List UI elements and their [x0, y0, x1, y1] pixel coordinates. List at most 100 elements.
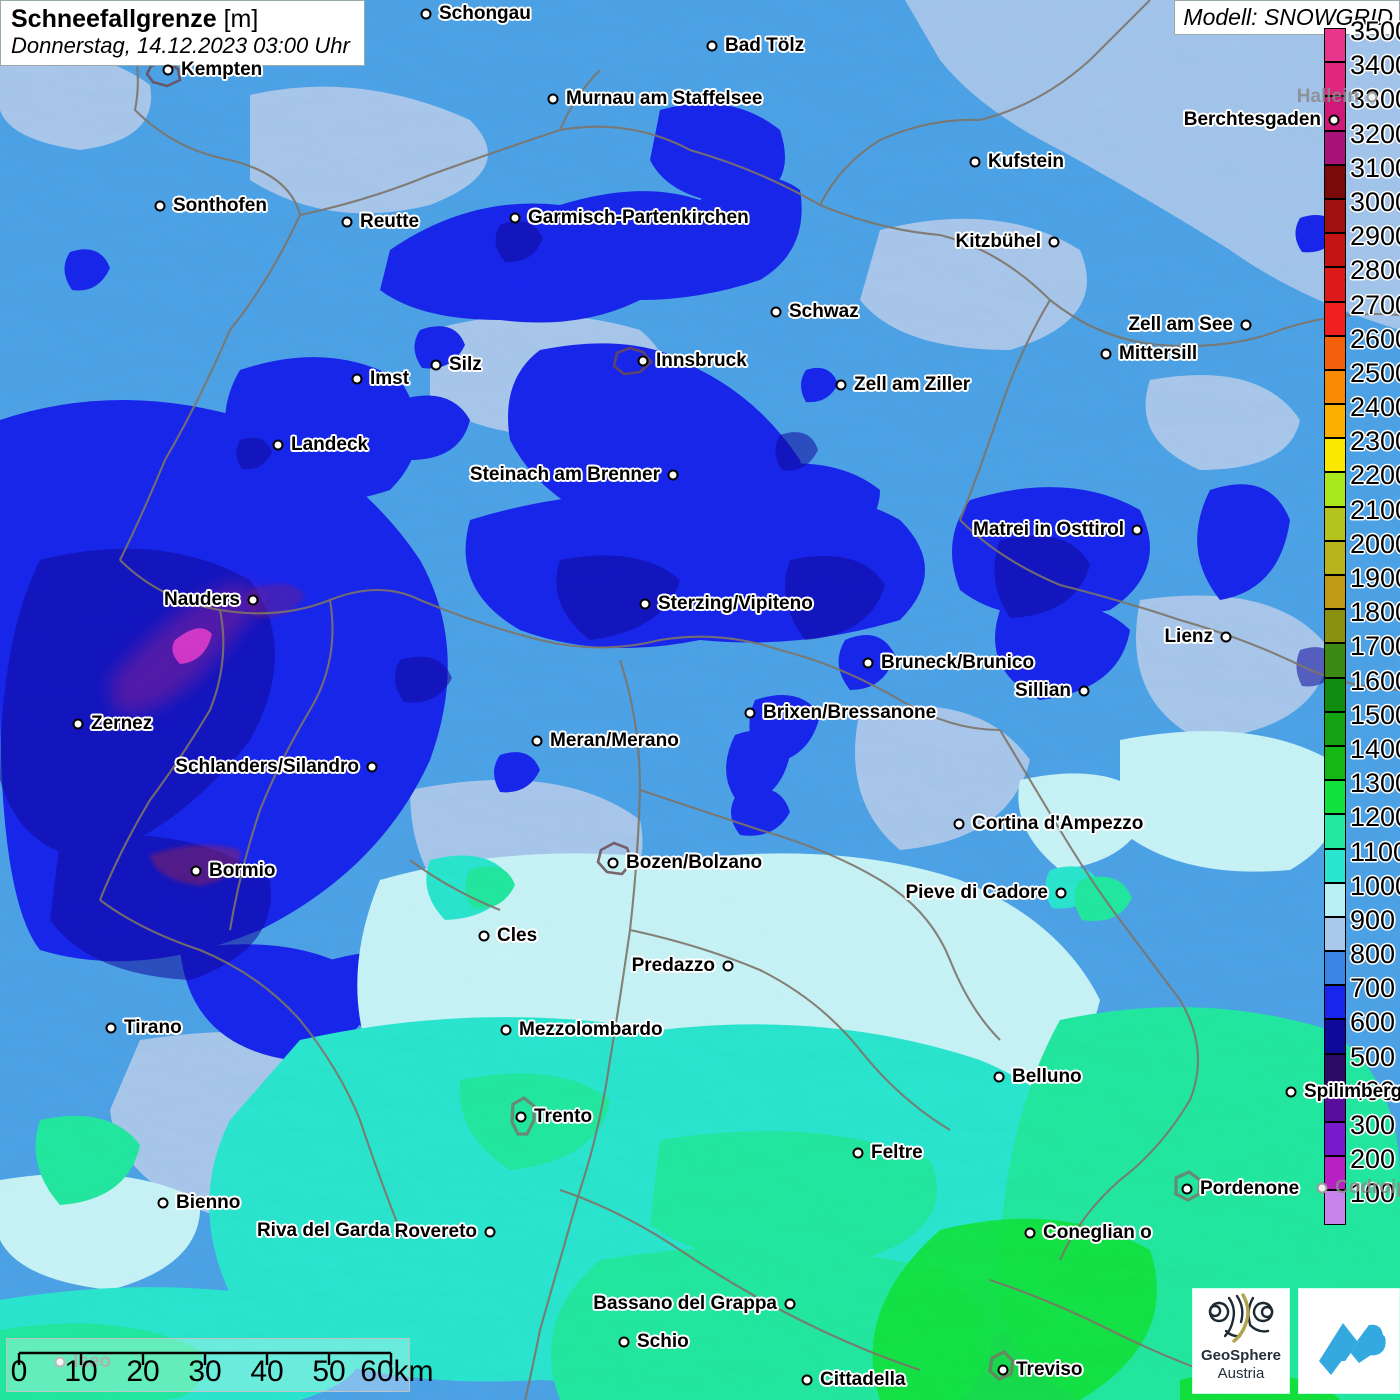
model-label: Modell: SNOWGRID: [1174, 0, 1400, 35]
legend-entry: 1100: [1324, 837, 1400, 883]
legend-label: 1100: [1350, 836, 1400, 867]
city-name: Bassano del Grappa: [593, 1293, 777, 1314]
city-dot-icon: [1328, 114, 1340, 126]
legend-label: 700: [1350, 973, 1396, 1004]
legend-swatch: [1324, 540, 1346, 575]
city-name: Mezzolombardo: [519, 1019, 663, 1040]
legend-label: 100: [1350, 1178, 1396, 1209]
legend-swatch: [1324, 814, 1346, 849]
legend-label: 2400: [1350, 392, 1400, 423]
legend-label: 1400: [1350, 733, 1400, 764]
city-name: Iseo: [73, 1351, 112, 1372]
geosphere-mark-icon: [1208, 1293, 1274, 1343]
city-name: Bad Tölz: [725, 35, 805, 56]
city-dot-icon: [1024, 1227, 1036, 1239]
legend-swatch: [1324, 916, 1346, 952]
legend-entry: 3000: [1324, 187, 1400, 234]
legend-entry: 2200: [1324, 460, 1400, 507]
legend-entry: 1700: [1324, 631, 1400, 678]
city-dot-icon: [162, 64, 174, 76]
city-name: Treviso: [1016, 1359, 1083, 1380]
city-name: Silz: [449, 354, 482, 375]
city-name: Zell am See: [1128, 314, 1233, 335]
legend-swatch: [1324, 848, 1346, 883]
city-name: Trento: [534, 1106, 593, 1127]
city-dot-icon: [72, 718, 84, 730]
legend-label: 1700: [1350, 631, 1400, 662]
legend-swatch: [1324, 301, 1346, 336]
legend-swatch: [1324, 985, 1346, 1020]
city-dot-icon: [997, 1364, 1009, 1376]
legend-swatch: [1324, 711, 1346, 746]
legend-label: 2300: [1350, 426, 1400, 457]
legend-entry: 2000: [1324, 529, 1400, 575]
city-name: Lienz: [1164, 626, 1213, 647]
legend-label: 2800: [1350, 255, 1400, 286]
legend-swatch: [1324, 233, 1346, 268]
legend-swatch: [1324, 643, 1346, 678]
city-name: Innsbruck: [656, 350, 747, 371]
city-name: Zernez: [91, 713, 153, 734]
legend-entry: 1200: [1324, 802, 1400, 849]
city-name: Schlanders/Silandro: [175, 756, 359, 777]
legend-swatch: [1324, 1156, 1346, 1191]
city-dot-icon: [397, 1225, 409, 1237]
legend-swatch: [1324, 369, 1346, 405]
mountain-arrow-icon: [1319, 1323, 1386, 1375]
legend-swatch: [1324, 62, 1346, 97]
title-unit: [m]: [223, 5, 259, 33]
legend-swatch: [1324, 1087, 1346, 1122]
city-name: Bormio: [209, 860, 276, 881]
city-dot-icon: [509, 212, 521, 224]
city-dot-icon: [953, 818, 965, 830]
city-dot-icon: [607, 857, 619, 869]
city-name: Cles: [497, 925, 538, 946]
legend-swatch: [1324, 28, 1346, 63]
legend-label: 2100: [1350, 494, 1400, 525]
city-dot-icon: [770, 306, 782, 318]
city-dot-icon: [547, 93, 559, 105]
city-name: Imst: [370, 368, 410, 389]
legend-entry: 1300: [1324, 768, 1400, 815]
legend-entry: 1000: [1324, 871, 1400, 917]
city-name: Schwaz: [789, 301, 859, 322]
city-dot-icon: [420, 8, 432, 20]
city-dot-icon: [531, 735, 543, 747]
legend-label: 300: [1350, 1110, 1396, 1140]
legend-entry: 3200: [1324, 119, 1400, 165]
city-dot-icon: [1100, 348, 1112, 360]
city-dot-icon: [667, 469, 679, 481]
city-name: Cortina d'Ampezzo: [972, 813, 1144, 834]
legend-entry: 3500: [1324, 16, 1400, 63]
city-dot-icon: [430, 359, 442, 371]
city-name: Murnau am Staffelsee: [566, 88, 763, 109]
city-name: Mittersill: [1119, 343, 1198, 364]
city-dot-icon: [801, 1374, 813, 1386]
city-dot-icon: [639, 598, 651, 610]
city-name: Brixen/Bressanone: [763, 702, 937, 723]
city-dot-icon: [1220, 631, 1232, 643]
city-dot-icon: [157, 1197, 169, 1209]
legend-entry: 400: [1324, 1076, 1400, 1122]
legend-entry: 2500: [1324, 358, 1400, 405]
city-name: Codroipo: [1335, 1177, 1400, 1198]
legend-entry: 500: [1324, 1042, 1400, 1088]
city-dot-icon: [272, 439, 284, 451]
legend-entry: 3100: [1324, 153, 1400, 199]
city-name: Sillian: [1015, 680, 1071, 701]
city-dot-icon: [105, 1022, 117, 1034]
city-dot-icon: [993, 1071, 1005, 1083]
legend-swatch: [1324, 1053, 1346, 1088]
city-name: Belluno: [1012, 1066, 1082, 1087]
legend-label: 1000: [1350, 870, 1400, 901]
legend-swatch: [1324, 506, 1346, 541]
city-dot-icon: [247, 594, 259, 606]
city-dot-icon: [1181, 1183, 1193, 1195]
scale-end-label: 60km: [360, 1355, 434, 1388]
city-name: Landeck: [291, 434, 369, 455]
city-dot-icon: [1131, 524, 1143, 536]
city-name: Berchtesgaden: [1183, 109, 1321, 130]
page-title: Schneefallgrenze [m]: [11, 5, 350, 33]
legend-label: 900: [1350, 904, 1396, 935]
legend-swatch: [1324, 1190, 1346, 1225]
